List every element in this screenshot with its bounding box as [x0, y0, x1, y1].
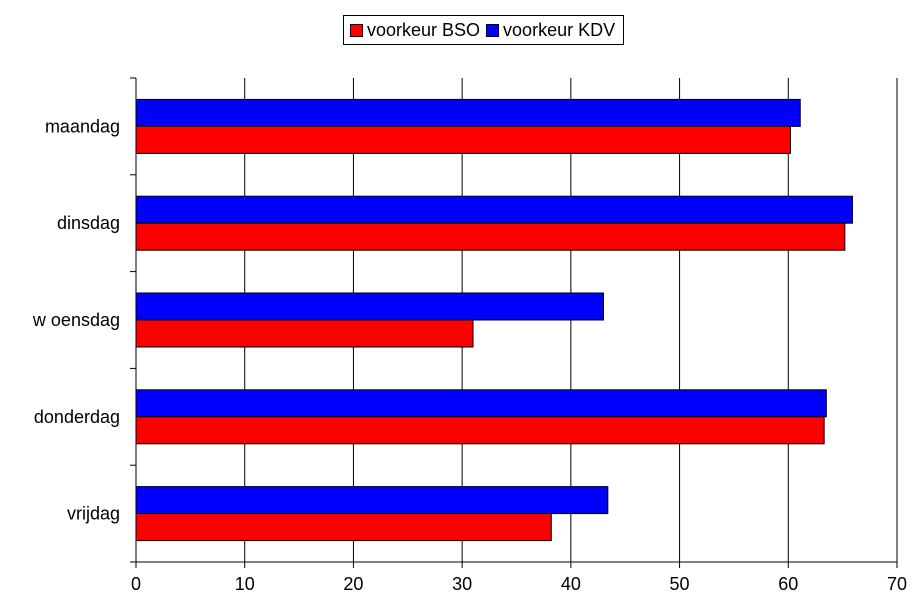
y-tick-label-0: maandag: [45, 116, 120, 136]
legend-swatch-kdv: [486, 23, 500, 37]
bar-kdv-2: [135, 292, 604, 321]
bar-bso-0: [135, 125, 791, 154]
legend-entry-kdv: voorkeur KDV: [486, 20, 615, 41]
bar-kdv-3: [135, 389, 827, 418]
bar-bso-3: [135, 416, 825, 445]
y-tick-label-2: w oensdag: [32, 310, 120, 330]
x-tick-label-50: 50: [670, 574, 690, 594]
axis-labels: 0 10 20 30 40 50 60 70 maandag dinsdag w oensdag do…: [32, 116, 907, 594]
y-tick-label-1: dinsdag: [57, 213, 120, 233]
y-tick-label-3: donderdag: [34, 407, 120, 427]
x-tick-label-40: 40: [561, 574, 581, 594]
x-tick-label-0: 0: [131, 574, 141, 594]
bar-bso-2: [135, 319, 474, 348]
x-tick-label-10: 10: [235, 574, 255, 594]
x-tick-label-60: 60: [778, 574, 798, 594]
bar-kdv-1: [135, 195, 853, 224]
bar-bso-4: [135, 513, 552, 542]
x-tick-label-70: 70: [887, 574, 907, 594]
bar-kdv-0: [135, 98, 801, 127]
legend-swatch-bso: [350, 23, 363, 37]
bars: [135, 98, 853, 542]
x-tick-label-30: 30: [452, 574, 472, 594]
y-tick-label-4: vrijdag: [67, 504, 120, 524]
axes: [130, 77, 898, 568]
legend-label-kdv: voorkeur KDV: [503, 19, 616, 40]
bar-kdv-4: [135, 486, 609, 515]
legend: voorkeur BSO voorkeur KDV: [343, 15, 625, 45]
bar-bso-1: [135, 222, 846, 251]
x-tick-label-20: 20: [343, 574, 363, 594]
legend-label-bso: voorkeur BSO: [367, 19, 481, 40]
legend-entry-bso: voorkeur BSO: [350, 20, 480, 41]
